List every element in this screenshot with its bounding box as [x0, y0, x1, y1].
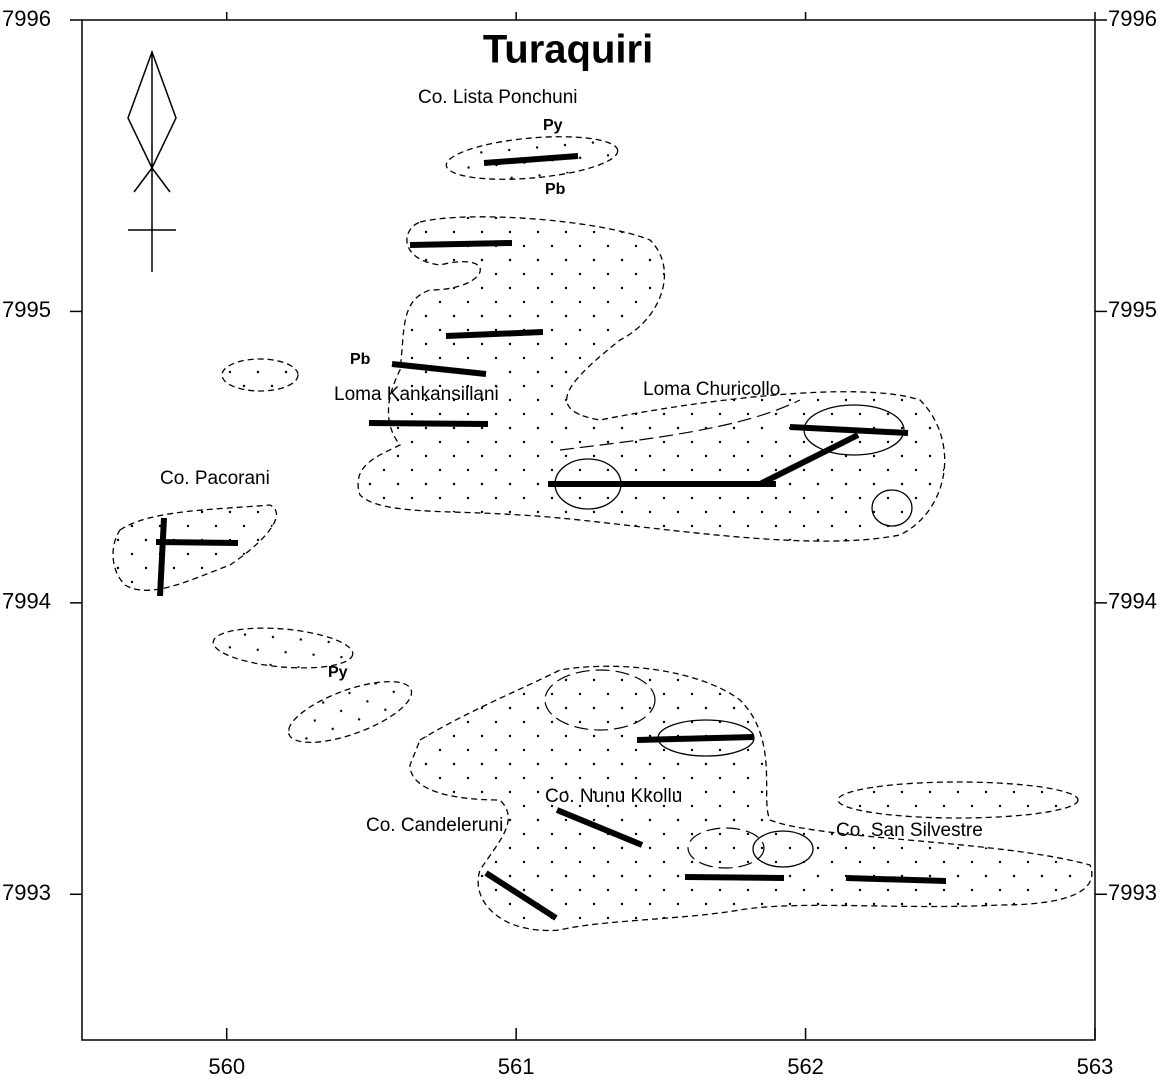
y-tick-label: 7993 [1108, 880, 1157, 905]
mineral-label: Pb [350, 351, 371, 368]
y-tick-label: 7993 [2, 880, 51, 905]
x-tick-label: 563 [1077, 1054, 1114, 1079]
y-tick-label: 7994 [2, 589, 51, 614]
map-title: Turaquiri [483, 28, 653, 72]
mineral-label: Py [543, 117, 563, 134]
geology [112, 49, 1093, 932]
x-tick-label: 560 [208, 1054, 245, 1079]
mineral-label: Py [328, 664, 348, 681]
place-label: Co. Nunu Kkollu [545, 786, 682, 807]
place-label: Co. Candeleruni [366, 815, 503, 836]
mineral-label: Pb [545, 181, 566, 198]
map-frame [81, 19, 1096, 1041]
y-tick-label: 7995 [2, 297, 51, 322]
y-tick-label: 7996 [1108, 6, 1157, 31]
x-tick-label: 562 [787, 1054, 824, 1079]
place-label: Loma Churicollo [643, 379, 780, 400]
place-label: Co. Lista Ponchuni [418, 87, 578, 108]
place-label: Co. Pacorani [160, 468, 270, 489]
x-tick-label: 561 [498, 1054, 535, 1079]
place-label: Loma Kankansillani [334, 384, 499, 405]
y-tick-label: 7995 [1108, 297, 1157, 322]
y-tick-label: 7994 [1108, 589, 1157, 614]
place-label: Co. San Silvestre [836, 820, 983, 841]
y-tick-label: 7996 [2, 6, 51, 31]
